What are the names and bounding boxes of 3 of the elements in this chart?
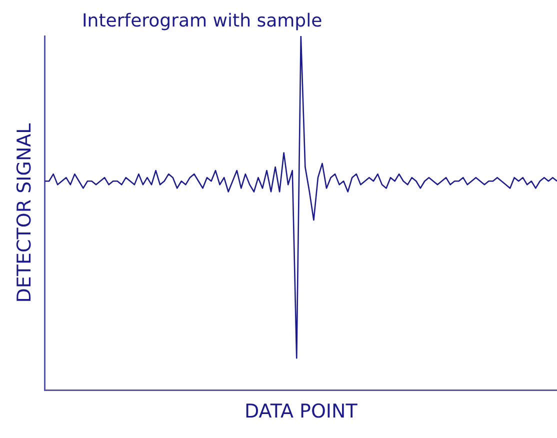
x-axis-title: DATA POINT bbox=[244, 400, 358, 423]
y-axis-title: DETECTOR SIGNAL bbox=[13, 122, 36, 303]
chart-title: Interferogram with sample bbox=[82, 10, 322, 32]
